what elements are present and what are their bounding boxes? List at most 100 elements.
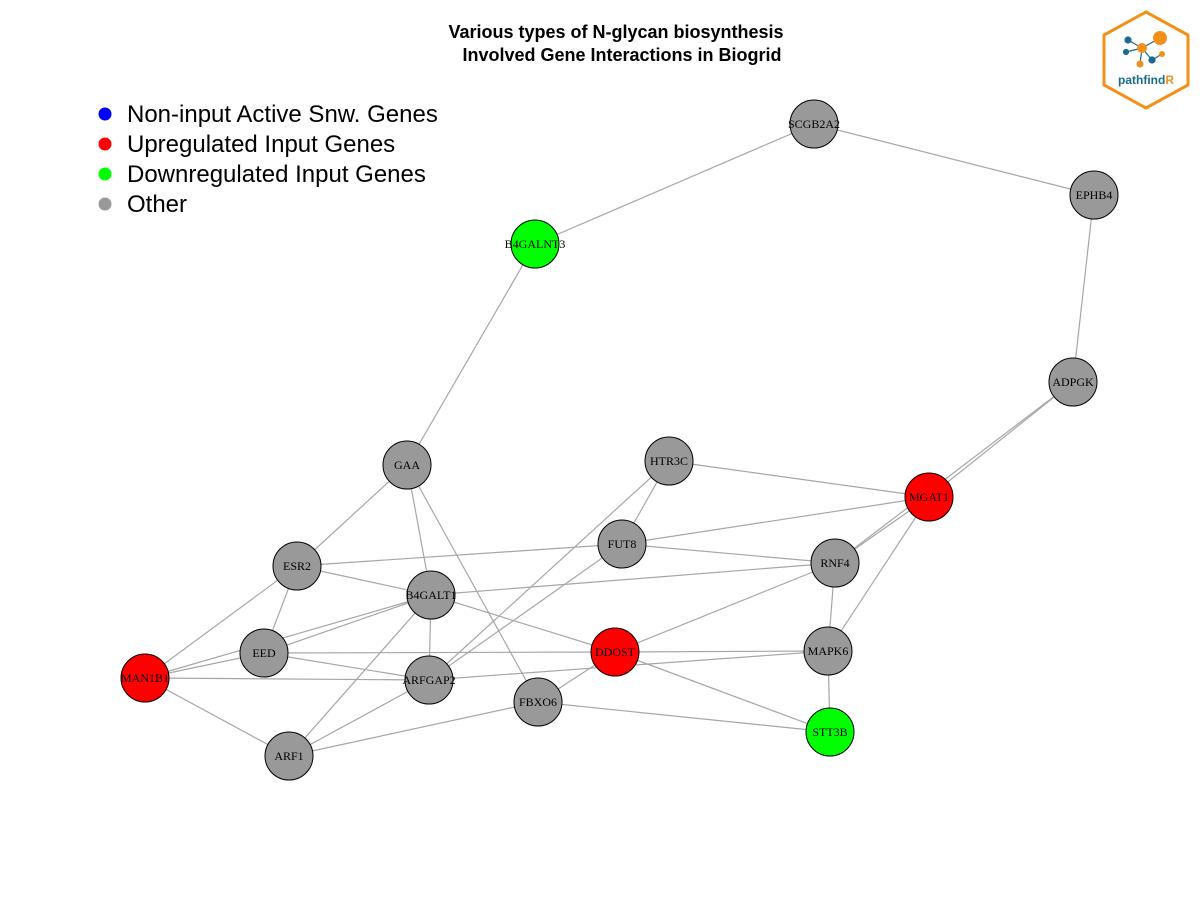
node-circle (120, 653, 170, 703)
node-circle (406, 570, 456, 620)
node-mapk6: MAPK6 (803, 626, 853, 676)
node-label: B4GALT1 (406, 588, 457, 602)
node-label: MAPK6 (808, 644, 849, 658)
edge-scgb2a2-ephb4 (813, 123, 1095, 196)
node-label: ARF1 (274, 749, 303, 763)
node-label: ADPGK (1052, 375, 1094, 389)
edge-scgb2a2-b4galnt3 (534, 123, 815, 245)
node-label: DDOST (595, 645, 636, 659)
figure-title-line-2: Involved Gene Interactions in Biogrid (462, 45, 781, 65)
node-circle (264, 731, 314, 781)
edge-b4galnt3-gaa (406, 243, 536, 466)
node-rnf4: RNF4 (810, 538, 860, 588)
node-b4galnt3: B4GALNT3 (505, 219, 566, 269)
node-gaa: GAA (382, 440, 432, 490)
edge-fut8-arfgap2 (428, 543, 623, 681)
edge-ddost-mapk6 (614, 650, 829, 653)
edge-esr2-man1b1 (144, 565, 298, 679)
legend-label: Downregulated Input Genes (127, 161, 426, 188)
node-scgb2a2: SCGB2A2 (788, 99, 840, 149)
edge-man1b1-arf1 (144, 677, 290, 757)
node-label: GAA (394, 458, 420, 472)
node-fbxo6: FBXO6 (513, 677, 563, 727)
edge-fut8-esr2 (296, 543, 623, 567)
edge-b4galt1-man1b1 (144, 594, 432, 679)
node-label: MGAT1 (909, 490, 949, 504)
node-label: FUT8 (608, 537, 637, 551)
edge-b4galt1-ddost (430, 594, 616, 653)
legend-swatch (98, 197, 112, 211)
node-circle (1069, 170, 1119, 220)
edge-eed-arfgap2 (263, 652, 430, 681)
node-circle (1048, 357, 1098, 407)
edge-gaa-esr2 (296, 464, 408, 567)
edge-ddost-stt3b (614, 651, 831, 733)
edge-fut8-rnf4 (621, 543, 836, 564)
node-label: STT3B (812, 725, 847, 739)
node-circle (239, 628, 289, 678)
pathfindr-logo: pathfindR (1102, 10, 1190, 110)
legend-item-other: Other (98, 191, 187, 218)
node-circle (904, 472, 954, 522)
legend: Non-input Active Snw. Genes Upregulated I… (98, 101, 438, 218)
node-circle (810, 538, 860, 588)
edge-gaa-fbxo6 (406, 464, 539, 703)
node-stt3b: STT3B (805, 707, 855, 757)
legend-item-non-input: Non-input Active Snw. Genes (98, 101, 438, 128)
node-label: SCGB2A2 (788, 117, 840, 131)
edge-rnf4-ddost (614, 562, 836, 653)
edge-htr3c-arfgap2 (428, 460, 670, 681)
edge-adpgk-rnf4 (834, 381, 1074, 564)
node-label: B4GALNT3 (505, 237, 566, 251)
node-label: FBXO6 (519, 695, 557, 709)
edge-mgat1-mapk6 (827, 496, 930, 652)
node-circle (513, 677, 563, 727)
logo-wordmark: pathfindR (1118, 73, 1174, 87)
node-fut8: FUT8 (597, 519, 647, 569)
node-eed: EED (239, 628, 289, 678)
edge-rnf4-b4galt1 (430, 562, 836, 596)
node-arf1: ARF1 (264, 731, 314, 781)
node-label: EPHB4 (1076, 188, 1113, 202)
edge-man1b1-arfgap2 (144, 677, 430, 681)
node-circle (404, 655, 454, 705)
node-arfgap2: ARFGAP2 (402, 655, 456, 705)
legend-swatch (98, 107, 112, 121)
legend-label: Upregulated Input Genes (127, 131, 395, 158)
legend-label: Non-input Active Snw. Genes (127, 101, 438, 128)
edge-b4galt1-eed (263, 594, 432, 654)
node-circle (597, 519, 647, 569)
edge-adpgk-mgat1 (928, 381, 1074, 498)
edge-htr3c-mgat1 (668, 460, 930, 498)
edge-fbxo6-stt3b (537, 701, 831, 733)
node-b4galt1: B4GALT1 (406, 570, 457, 620)
node-mgat1: MGAT1 (904, 472, 954, 522)
node-ephb4: EPHB4 (1069, 170, 1119, 220)
legend-item-up: Upregulated Input Genes (98, 131, 395, 158)
edge-arfgap2-arf1 (288, 679, 430, 757)
legend-label: Other (127, 191, 187, 218)
edge-b4galt1-arf1 (288, 594, 432, 757)
node-man1b1: MAN1B1 (120, 653, 170, 703)
edge-ephb4-adpgk (1072, 194, 1095, 383)
network-icon (1122, 31, 1167, 68)
edge-ddost-eed (263, 651, 616, 654)
legend-swatch (98, 167, 112, 181)
legend-item-down: Downregulated Input Genes (98, 161, 426, 188)
node-circle (590, 627, 640, 677)
edge-fbxo6-arf1 (288, 701, 539, 757)
node-circle (789, 99, 839, 149)
node-circle (272, 541, 322, 591)
node-esr2: ESR2 (272, 541, 322, 591)
node-circle (803, 626, 853, 676)
legend-swatch (98, 137, 112, 151)
edge-mgat1-fut8 (621, 496, 930, 545)
figure-title-line-1: Various types of N-glycan biosynthesis (448, 22, 783, 42)
node-label: ESR2 (283, 559, 311, 573)
node-label: RNF4 (820, 556, 849, 570)
node-circle (805, 707, 855, 757)
node-label: HTR3C (650, 454, 688, 468)
node-htr3c: HTR3C (644, 436, 694, 486)
node-layer: SCGB2A2 EPHB4 B4GALNT3 ADPGK GAA HTR3C MGAT1 FU… (120, 99, 1119, 781)
